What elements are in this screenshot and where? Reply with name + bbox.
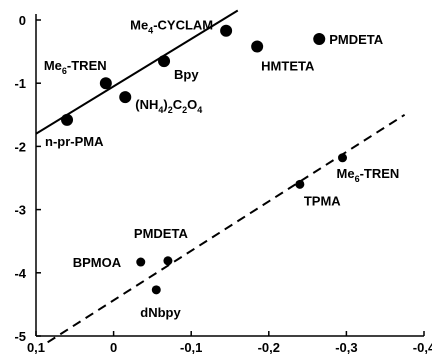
label-part: -CYCLAM (153, 18, 213, 33)
data-point (119, 91, 132, 104)
data-point (61, 113, 74, 126)
x-tick-label: -0,2 (258, 340, 280, 355)
y-tick-label: -2 (14, 139, 26, 154)
fit-lines (35, 9, 406, 344)
label-part: 6 (355, 174, 360, 184)
point-label: Bpy (174, 67, 199, 82)
point-label: Me6-TREN (337, 166, 400, 184)
y-tick-label: -4 (14, 266, 26, 281)
label-part: Me (130, 18, 148, 33)
x-tick-label: 0 (110, 340, 117, 355)
point-label: TPMA (304, 193, 341, 208)
point-label: PMDETA (134, 226, 189, 241)
label-part: -TREN (67, 58, 107, 73)
label-part: 2 (168, 105, 173, 115)
x-tick-label: 0,1 (27, 340, 45, 355)
data-point (163, 256, 173, 266)
data-points (61, 24, 348, 295)
label-part: O (187, 97, 197, 112)
label-part: 6 (62, 66, 67, 76)
label-part: Me (44, 58, 62, 73)
label-part: 4 (197, 105, 202, 115)
data-point (220, 24, 233, 37)
x-tick-label: -0,4 (413, 340, 432, 355)
point-label: BPMOA (73, 255, 122, 270)
solid-fit-line (35, 9, 239, 135)
label-part: 2 (182, 105, 187, 115)
point-label: Me6-TREN (44, 58, 107, 76)
data-point (295, 179, 305, 189)
y-tick-label: -5 (14, 329, 26, 344)
label-part: C (173, 97, 183, 112)
y-tick-label: -1 (14, 76, 26, 91)
data-point (338, 153, 348, 163)
y-tick-label: 0 (19, 13, 26, 28)
point-label: Me4-CYCLAM (130, 18, 213, 36)
dashed-fit-line (47, 113, 406, 344)
data-point (99, 77, 112, 90)
point-labels: n-pr-PMA(NH4)2C2O4Me6-TRENBpyMe4-CYCLAMH… (44, 18, 399, 320)
label-part: (NH (135, 97, 158, 112)
label-part: -TREN (360, 166, 400, 181)
data-point (158, 55, 171, 68)
data-point (136, 257, 146, 267)
chart-axes: 0 -1 -2 -3 -4 -50,1 0 -0,1 -0,2 -0,3 -0,4 (14, 13, 432, 355)
point-label: n-pr-PMA (45, 134, 104, 149)
point-label: PMDETA (329, 32, 384, 47)
point-label: (NH4)2C2O4 (135, 97, 202, 115)
label-part: ) (163, 97, 167, 112)
x-tick-label: -0,3 (335, 340, 357, 355)
point-label: HMTETA (261, 59, 315, 74)
y-tick-label: -3 (14, 203, 26, 218)
data-point (151, 285, 161, 295)
point-label: dNbpy (140, 305, 181, 320)
label-part: 4 (158, 105, 163, 115)
data-point (313, 32, 326, 45)
label-part: 4 (148, 26, 153, 36)
data-point (251, 40, 264, 53)
x-tick-label: -0,1 (180, 340, 202, 355)
label-part: Me (337, 166, 355, 181)
